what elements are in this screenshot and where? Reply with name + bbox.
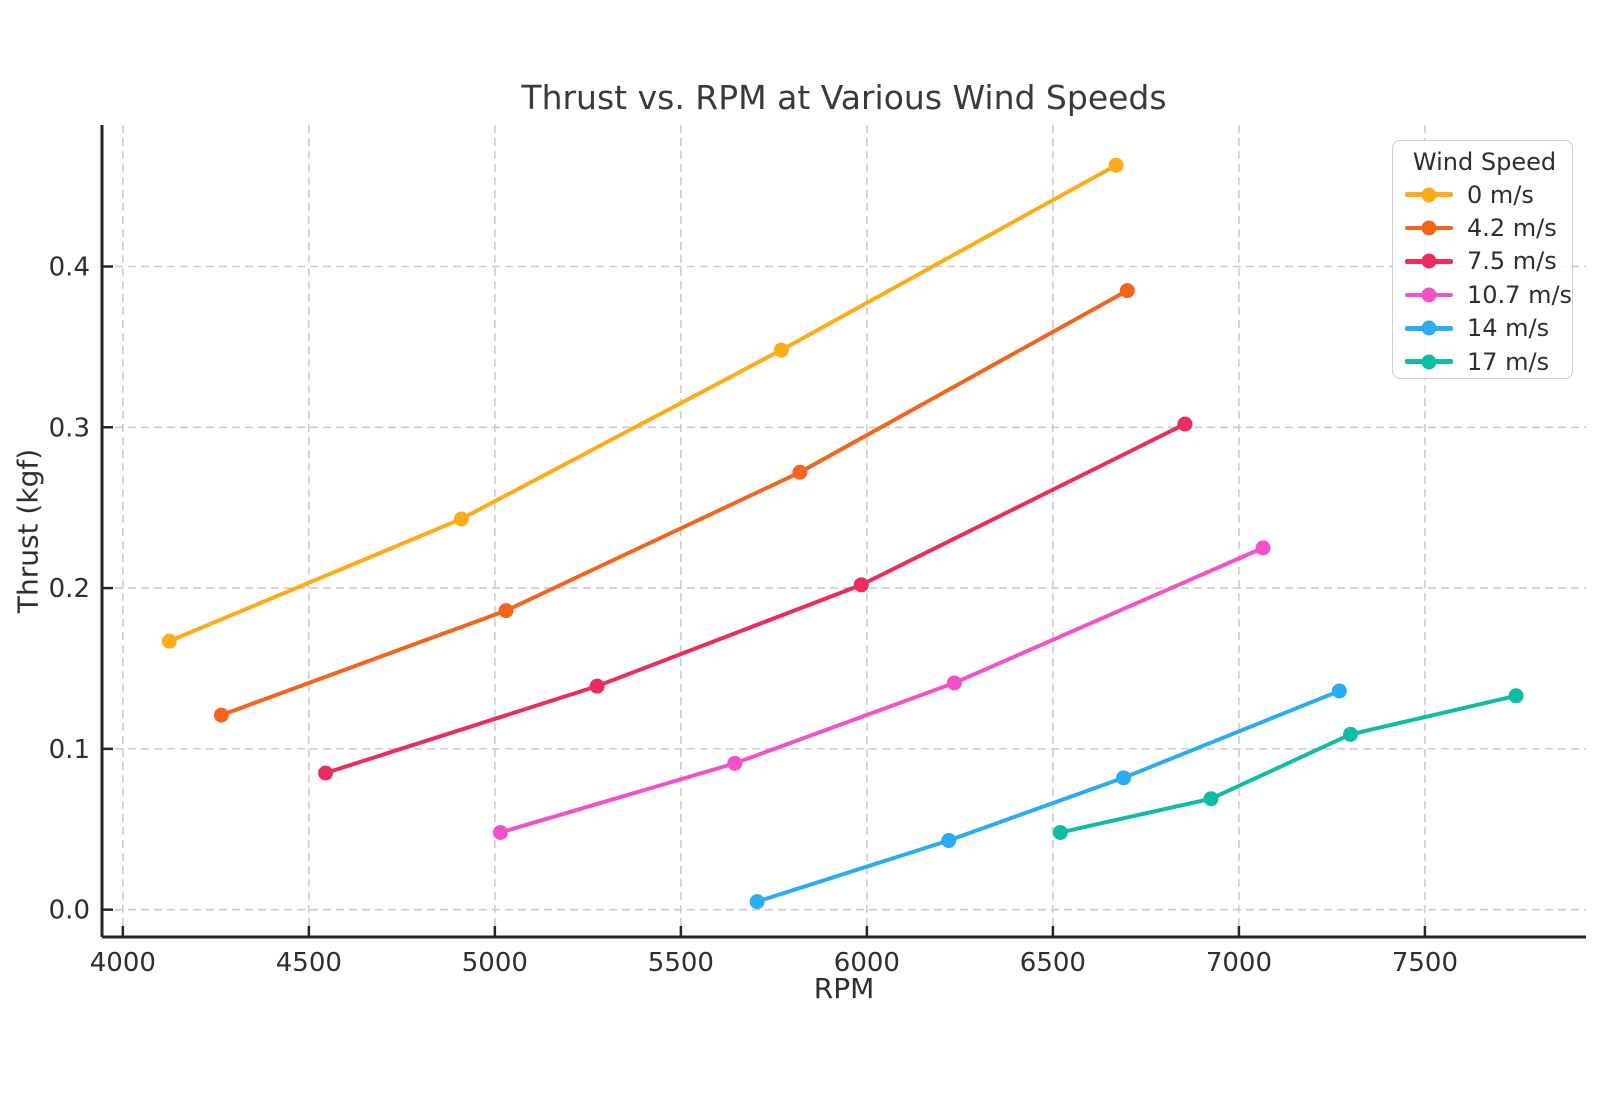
x-tick-label: 7500 xyxy=(1392,948,1458,978)
x-tick-label: 4000 xyxy=(90,948,156,978)
legend-marker-icon xyxy=(1421,187,1437,203)
data-point-7-5-m-s xyxy=(853,577,869,593)
legend-entry-label: 10.7 m/s xyxy=(1467,280,1573,309)
data-point-0-m-s xyxy=(453,511,469,527)
y-tick-label: 0.4 xyxy=(49,252,90,282)
data-point-7-5-m-s xyxy=(1177,416,1193,432)
data-point-10-7-m-s xyxy=(492,824,508,840)
series-line-0-m-s xyxy=(167,163,1119,644)
y-tick-label: 0.2 xyxy=(49,574,90,604)
y-tick-label: 0.1 xyxy=(49,735,90,765)
legend-marker-icon xyxy=(1421,287,1437,303)
data-point-17-m-s xyxy=(1508,688,1524,704)
data-point-4-2-m-s xyxy=(1119,283,1135,299)
data-point-14-m-s xyxy=(941,833,957,849)
series-line-10-7-m-s xyxy=(498,545,1266,835)
legend-line-sample xyxy=(1405,354,1453,370)
legend-entry-label: 17 m/s xyxy=(1467,347,1550,376)
legend-line-sample xyxy=(1405,187,1453,203)
data-point-7-5-m-s xyxy=(589,678,605,694)
x-tick-label: 5000 xyxy=(462,948,528,978)
y-tick-label: 0.0 xyxy=(49,896,90,926)
x-tick-label: 6500 xyxy=(1020,948,1086,978)
data-point-4-2-m-s xyxy=(498,603,514,619)
data-point-4-2-m-s xyxy=(792,464,808,480)
legend-entry: 7.5 m/s xyxy=(1405,245,1564,278)
legend-marker-icon xyxy=(1421,354,1437,370)
data-point-10-7-m-s xyxy=(1255,540,1271,556)
data-point-10-7-m-s xyxy=(946,675,962,691)
data-point-14-m-s xyxy=(749,894,765,910)
legend-line-sample xyxy=(1405,253,1453,269)
legend-entry: 4.2 m/s xyxy=(1405,211,1564,244)
legend-marker-icon xyxy=(1421,220,1437,236)
data-point-0-m-s xyxy=(161,633,177,649)
legend-entry-label: 14 m/s xyxy=(1467,314,1550,343)
y-tick-label: 0.3 xyxy=(49,413,90,443)
data-point-14-m-s xyxy=(1116,770,1132,786)
data-point-14-m-s xyxy=(1331,683,1347,699)
legend-entry: 14 m/s xyxy=(1405,312,1564,345)
x-tick-label: 7000 xyxy=(1206,948,1272,978)
legend-entry-label: 7.5 m/s xyxy=(1467,247,1557,276)
x-axis-label: RPM xyxy=(813,972,875,1005)
data-point-17-m-s xyxy=(1343,726,1359,742)
legend-line-sample xyxy=(1405,220,1453,236)
data-point-0-m-s xyxy=(1108,157,1124,173)
legend-line-sample xyxy=(1405,320,1453,336)
y-axis-label: Thrust (kgf) xyxy=(11,448,45,614)
data-point-17-m-s xyxy=(1203,791,1219,807)
legend-entry: 17 m/s xyxy=(1405,345,1564,378)
chart-title: Thrust vs. RPM at Various Wind Speeds xyxy=(521,78,1167,117)
legend-title: Wind Speed xyxy=(1412,148,1557,176)
data-point-10-7-m-s xyxy=(727,755,743,771)
legend-entry-label: 4.2 m/s xyxy=(1467,214,1557,243)
legend-marker-icon xyxy=(1421,253,1437,269)
series-line-17-m-s xyxy=(1058,693,1519,835)
legend-line-sample xyxy=(1405,287,1453,303)
series-line-7-5-m-s xyxy=(323,422,1187,775)
legend-entry: 0 m/s xyxy=(1405,178,1564,211)
legend-marker-icon xyxy=(1421,320,1437,336)
data-point-4-2-m-s xyxy=(213,707,229,723)
series-line-4-2-m-s xyxy=(219,288,1130,718)
legend-box: Wind Speed 0 m/s 4.2 m/s 7.5 m/s 10.7 m/s 14… xyxy=(1392,140,1573,379)
legend-items: 0 m/s 4.2 m/s 7.5 m/s 10.7 m/s 14 m/s 17 m/s xyxy=(1405,178,1572,378)
x-tick-label: 5500 xyxy=(648,948,714,978)
data-point-0-m-s xyxy=(773,342,789,358)
x-tick-label: 4500 xyxy=(276,948,342,978)
data-point-17-m-s xyxy=(1052,824,1068,840)
data-point-7-5-m-s xyxy=(318,765,334,781)
legend-entry: 10.7 m/s xyxy=(1405,278,1572,311)
series-line-14-m-s xyxy=(755,688,1342,904)
x-tick-label: 6000 xyxy=(834,948,900,978)
legend-entry-label: 0 m/s xyxy=(1467,180,1534,209)
